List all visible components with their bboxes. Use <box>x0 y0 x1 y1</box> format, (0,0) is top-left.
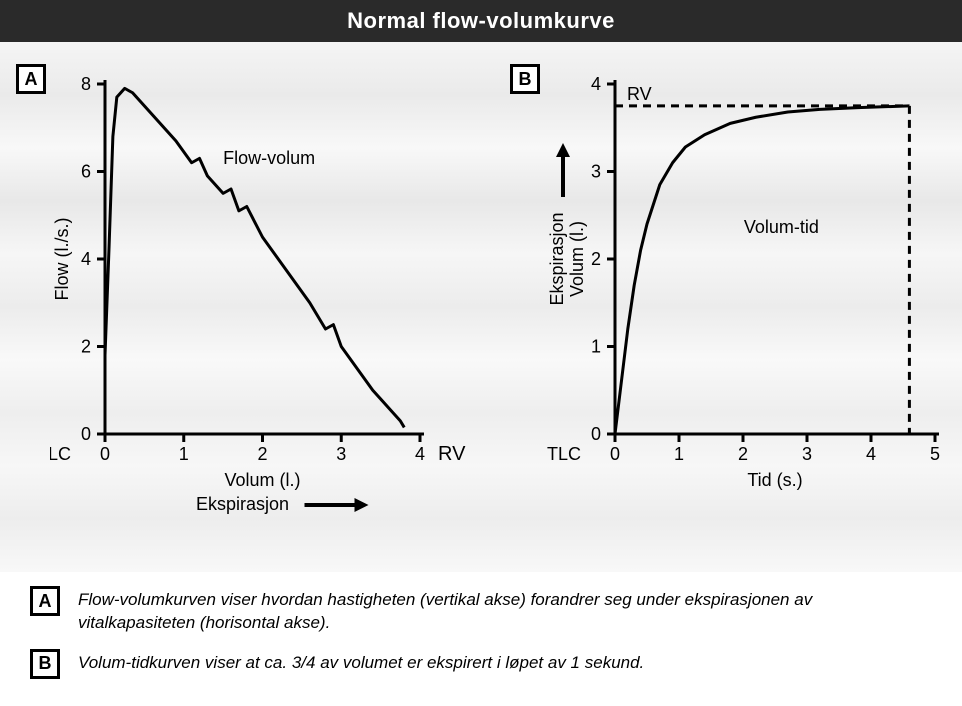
svg-text:2: 2 <box>81 337 91 357</box>
svg-text:0: 0 <box>81 424 91 444</box>
svg-text:3: 3 <box>802 444 812 464</box>
svg-text:1: 1 <box>674 444 684 464</box>
svg-text:8: 8 <box>81 74 91 94</box>
svg-text:0: 0 <box>610 444 620 464</box>
svg-text:Volum (l.): Volum (l.) <box>224 470 300 490</box>
svg-text:4: 4 <box>866 444 876 464</box>
svg-text:TLC: TLC <box>547 444 581 464</box>
chart-b: 0 1 2 3 4 0 1 2 3 4 5 EkspirasjonVolum (l.) TLC Tid (… <box>545 64 955 544</box>
svg-text:4: 4 <box>415 444 425 464</box>
panel-a-badge: A <box>16 64 46 94</box>
svg-text:0: 0 <box>100 444 110 464</box>
caption-a-badge: A <box>30 586 60 616</box>
svg-text:Flow (l./s.): Flow (l./s.) <box>52 218 72 301</box>
svg-text:1: 1 <box>179 444 189 464</box>
svg-text:5: 5 <box>930 444 940 464</box>
svg-text:0: 0 <box>591 424 601 444</box>
svg-text:RV: RV <box>627 84 652 104</box>
svg-text:2: 2 <box>257 444 267 464</box>
panel-b-badge: B <box>510 64 540 94</box>
svg-text:Tid (s.): Tid (s.) <box>747 470 802 490</box>
svg-text:6: 6 <box>81 162 91 182</box>
svg-text:4: 4 <box>591 74 601 94</box>
svg-text:TLC: TLC <box>50 444 71 464</box>
caption-row-a: A Flow-volumkurven viser hvordan hastigh… <box>30 586 932 635</box>
svg-text:Flow-volum: Flow-volum <box>223 148 315 168</box>
page-title: Normal flow-volumkurve <box>347 8 615 33</box>
title-bar: Normal flow-volumkurve <box>0 0 962 42</box>
svg-text:2: 2 <box>738 444 748 464</box>
svg-text:Ekspirasjon: Ekspirasjon <box>196 494 289 514</box>
svg-text:RV: RV <box>438 443 466 465</box>
svg-text:3: 3 <box>591 162 601 182</box>
svg-text:Ekspirasjon: Ekspirasjon <box>547 212 567 305</box>
svg-text:1: 1 <box>591 337 601 357</box>
caption-b-badge: B <box>30 649 60 679</box>
charts-area: A 0246801234Flow (l./s.)TLCRVVolum (l.)E… <box>0 42 962 572</box>
svg-text:Volum (l.): Volum (l.) <box>567 221 587 297</box>
svg-text:4: 4 <box>81 249 91 269</box>
caption-a-text: Flow-volumkurven viser hvordan hastighet… <box>78 586 932 635</box>
svg-text:2: 2 <box>591 249 601 269</box>
chart-a: 0 2 4 6 8 0 1 2 3 4 Flow (l./s.) TLC RV Volum (l.) Eks… <box>50 64 470 544</box>
caption-b-text: Volum-tidkurven viser at ca. 3/4 av volu… <box>78 649 644 675</box>
caption-area: A Flow-volumkurven viser hvordan hastigh… <box>0 572 962 679</box>
caption-row-b: B Volum-tidkurven viser at ca. 3/4 av vo… <box>30 649 932 679</box>
chart-b-svg: 0 1 2 3 4 0 1 2 3 4 5 EkspirasjonVolum (l.) TLC Tid (… <box>545 64 955 544</box>
chart-a-svg: 0 2 4 6 8 0 1 2 3 4 Flow (l./s.) TLC RV Volum (l.) Eks… <box>50 64 470 544</box>
svg-text:Volum-tid: Volum-tid <box>744 217 819 237</box>
svg-text:3: 3 <box>336 444 346 464</box>
